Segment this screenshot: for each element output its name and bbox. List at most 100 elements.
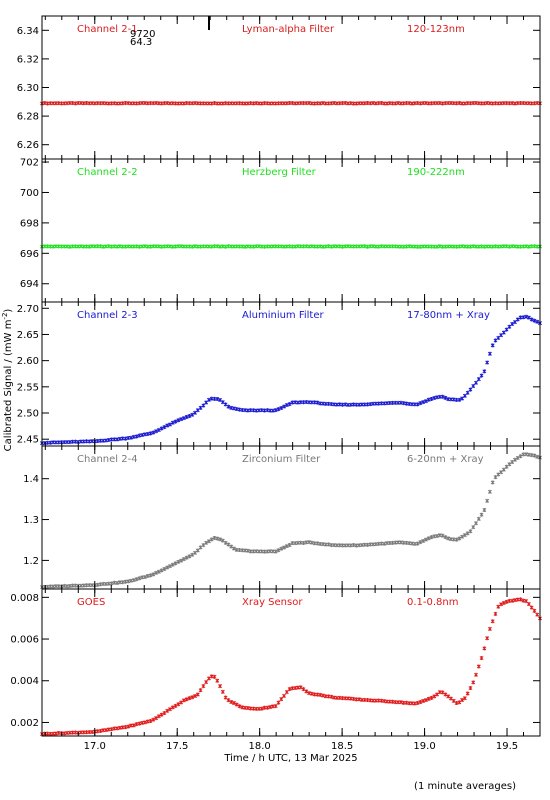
data-point [398,700,403,705]
data-point [187,696,192,701]
data-point [507,244,512,249]
x-tick-label: 19.5 [496,741,518,752]
data-point [504,327,509,332]
panel-5: 0.002 0.004 0.006 0.008 GOES Xray Sensor 0.1-0… [10,588,542,737]
data-point [173,419,178,424]
data-point [209,537,214,542]
data-point [487,351,492,356]
data-point [510,460,515,465]
panel-5-points [40,597,542,737]
data-point [95,582,100,587]
band-label: 120-123nm [407,24,465,35]
data-point [309,540,314,545]
data-point [273,408,278,413]
data-point [304,689,309,694]
data-point [301,540,306,545]
data-point [468,686,473,691]
y-tick-label: 6.28 [17,112,39,123]
band-label: 6-20nm + Xray [407,454,484,465]
data-point [279,697,284,702]
data-point [462,696,467,701]
data-point [465,390,470,395]
data-point [529,605,534,610]
data-point [407,101,412,106]
data-point [226,698,231,703]
data-point [48,440,53,445]
y-tick-label: 1.4 [23,474,39,485]
data-point [184,415,189,420]
panel-frame [41,15,541,160]
data-point [440,690,445,695]
x-tick-label: 17.5 [166,741,188,752]
panel-4-points [40,452,542,590]
data-point [218,684,223,689]
data-point [532,608,537,613]
data-point [443,535,448,540]
data-point [401,401,406,406]
data-point [479,656,484,661]
data-point [184,555,189,560]
data-point [457,700,462,705]
data-point [134,434,139,439]
data-point [465,531,470,536]
data-point [485,360,490,365]
data-point [145,719,150,724]
data-point [462,393,467,398]
data-point [321,693,325,698]
data-point [524,314,529,319]
data-point [106,438,111,443]
data-point [73,101,78,106]
data-point [134,577,139,582]
data-point [526,602,531,607]
panel-frame [41,588,541,737]
channel-label: Channel 2-1 [77,24,138,35]
data-point [156,428,161,433]
data-point [482,646,487,651]
data-point [496,472,501,477]
x-tick-label: 17.0 [84,741,106,752]
data-point [485,636,490,641]
data-point [410,541,414,546]
data-point [284,544,289,549]
data-point [421,400,426,405]
data-point [460,396,465,401]
data-point [287,687,292,692]
data-point [435,395,440,400]
data-point [151,430,156,435]
data-point [159,712,164,717]
data-point [435,533,440,538]
data-point [170,705,175,710]
x-tick-label: 19.0 [413,741,435,752]
data-point [499,602,504,607]
panel-frame [41,445,541,590]
data-point [190,412,195,417]
filter-label: Herzberg Filter [242,167,317,178]
annotation-value: 9720 [130,29,155,40]
panel-4: 1.2 1.3 1.4 Channel 2-4 Zirconium Filter 6-20… [23,445,542,590]
data-point [148,573,153,578]
data-point [493,475,498,480]
y-tick-label: 698 [20,218,39,229]
data-point [273,549,278,554]
data-point [179,558,184,563]
data-point [187,414,192,419]
data-point [190,244,195,249]
data-point [476,664,481,669]
data-point [237,704,242,709]
data-point [190,552,195,557]
data-point [131,434,136,439]
y-tick-label: 2.60 [17,356,39,367]
panels-layer: 6.26 6.28 6.30 6.32 6.34 Channel 2-1 Lyman-alp… [10,15,542,752]
data-point [465,691,470,696]
data-point [451,397,456,402]
data-point [474,521,478,526]
data-point [418,700,423,705]
data-point [435,692,440,697]
data-point [362,244,367,249]
data-point [234,407,239,412]
data-point [418,401,423,406]
data-point [245,706,250,711]
data-point [126,579,131,584]
data-point [535,612,540,617]
